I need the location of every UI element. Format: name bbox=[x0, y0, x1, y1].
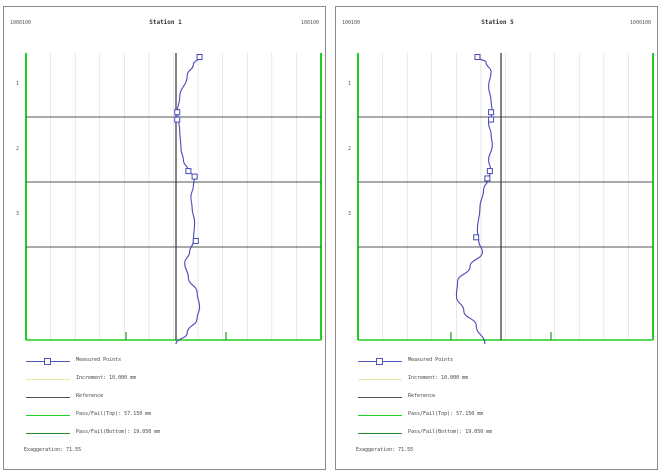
legend-swatch bbox=[358, 397, 402, 398]
legend-label: Reference bbox=[76, 393, 104, 399]
legend-swatch bbox=[26, 379, 70, 380]
measured-point bbox=[192, 238, 199, 244]
panel-title: Station 5 bbox=[481, 19, 514, 26]
measured-point bbox=[185, 168, 192, 175]
legend-label: Exaggeration: 71.55 bbox=[356, 447, 414, 453]
row-label: 3 bbox=[16, 211, 19, 217]
panel-header-right: 100100 bbox=[300, 20, 319, 26]
legend-swatch bbox=[26, 415, 70, 416]
legend-row: Measured Points bbox=[4, 356, 327, 368]
measured-point bbox=[488, 109, 495, 116]
legend-row: Reference bbox=[4, 392, 327, 404]
legend-label: Reference bbox=[408, 393, 436, 399]
legend-label: Measured Points bbox=[76, 357, 122, 363]
measured-point bbox=[174, 109, 181, 116]
legend-row: Exaggeration: 71.55 bbox=[336, 446, 659, 458]
measured-curve bbox=[455, 56, 493, 345]
row-label: 2 bbox=[348, 146, 351, 152]
legend-marker-icon bbox=[376, 358, 383, 365]
legend: Measured Points Increment: 10.000 mm Refer… bbox=[336, 352, 659, 467]
measured-point bbox=[191, 173, 198, 180]
legend-label: Increment: 10.000 mm bbox=[76, 375, 137, 381]
panel-title: Station 1 bbox=[149, 19, 182, 26]
measured-point bbox=[196, 54, 203, 60]
station-plot-5: 1 2 3 bbox=[348, 53, 654, 345]
legend-row: Pass/Fail(Top): 57.150 mm bbox=[4, 410, 327, 422]
row-label: 2 bbox=[16, 146, 19, 152]
measured-point bbox=[488, 116, 495, 123]
legend-row: Pass/Fail(Bottom): 19.050 mm bbox=[336, 428, 659, 440]
legend-swatch bbox=[358, 379, 402, 380]
panel-header-left: 100100 bbox=[342, 20, 361, 26]
measured-point bbox=[474, 54, 481, 60]
legend-label: Pass/Fail(Bottom): 19.050 mm bbox=[76, 429, 161, 435]
legend-row: Exaggeration: 71.55 bbox=[4, 446, 327, 458]
station-panel-5: 100100 Station 5 1000100 1 2 3 Measured Po… bbox=[335, 6, 658, 470]
panel-header-right: 1000100 bbox=[629, 20, 651, 26]
measured-curve bbox=[175, 56, 201, 345]
legend: Measured Points Increment: 10.000 mm Refer… bbox=[4, 352, 327, 467]
legend-swatch bbox=[358, 358, 402, 365]
measured-point bbox=[484, 175, 491, 182]
station-plot-1: 1 2 3 bbox=[16, 53, 322, 345]
row-label: 3 bbox=[348, 211, 351, 217]
row-label: 1 bbox=[348, 81, 351, 87]
legend-row: Measured Points bbox=[336, 356, 659, 368]
station-panel-1: 1000100 Station 1 100100 1 2 3 Measured Po… bbox=[3, 6, 326, 470]
legend-label: Pass/Fail(Top): 57.150 mm bbox=[76, 411, 152, 417]
legend-row: Reference bbox=[336, 392, 659, 404]
legend-row: Increment: 10.000 mm bbox=[4, 374, 327, 386]
legend-label: Exaggeration: 71.55 bbox=[24, 447, 82, 453]
measured-point bbox=[174, 116, 181, 123]
legend-swatch bbox=[26, 433, 70, 434]
legend-label: Increment: 10.000 mm bbox=[408, 375, 469, 381]
legend-label: Measured Points bbox=[408, 357, 454, 363]
panel-header-left: 1000100 bbox=[10, 20, 32, 26]
legend-swatch bbox=[26, 358, 70, 365]
legend-row: Pass/Fail(Bottom): 19.050 mm bbox=[4, 428, 327, 440]
legend-label: Pass/Fail(Top): 57.150 mm bbox=[408, 411, 484, 417]
legend-row: Pass/Fail(Top): 57.150 mm bbox=[336, 410, 659, 422]
legend-row: Increment: 10.000 mm bbox=[336, 374, 659, 386]
measured-point bbox=[486, 168, 493, 175]
legend-marker-icon bbox=[44, 358, 51, 365]
legend-swatch bbox=[358, 415, 402, 416]
legend-swatch bbox=[26, 397, 70, 398]
legend-label: Pass/Fail(Bottom): 19.050 mm bbox=[408, 429, 493, 435]
measured-point bbox=[473, 234, 480, 241]
row-label: 1 bbox=[16, 81, 19, 87]
legend-swatch bbox=[358, 433, 402, 434]
